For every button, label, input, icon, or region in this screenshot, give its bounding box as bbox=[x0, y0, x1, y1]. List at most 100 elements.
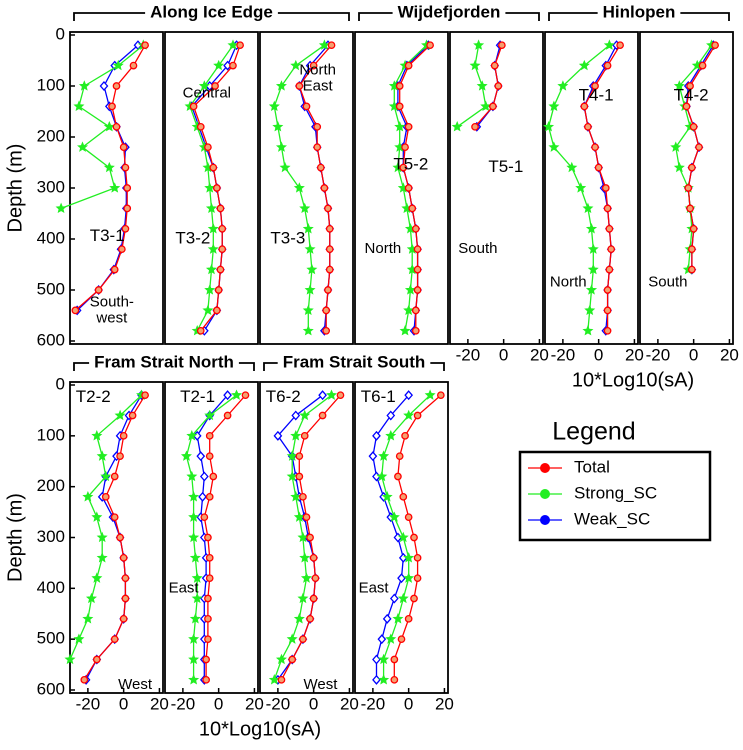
marker-total bbox=[324, 204, 332, 213]
marker-strong bbox=[394, 121, 406, 132]
panel-annotation: North bbox=[299, 62, 336, 79]
marker-strong bbox=[299, 202, 311, 214]
y-tick-label: 500 bbox=[37, 629, 65, 648]
x-tick-label: 20 bbox=[150, 694, 169, 713]
marker-strong bbox=[397, 531, 409, 543]
marker-strong bbox=[297, 592, 309, 604]
group-title: Wijdefjorden bbox=[398, 2, 501, 21]
marker-total bbox=[309, 553, 318, 562]
x-tick-label: -20 bbox=[76, 694, 101, 713]
legend-marker bbox=[540, 515, 550, 525]
marker-strong bbox=[91, 430, 103, 441]
y-tick-label: 100 bbox=[37, 425, 65, 444]
marker-total bbox=[411, 326, 420, 335]
x-tick-label: -20 bbox=[646, 345, 671, 364]
marker-total bbox=[471, 122, 479, 131]
legend-marker bbox=[540, 489, 550, 499]
marker-strong bbox=[378, 653, 390, 665]
panel-frame bbox=[354, 381, 449, 694]
x-tick-label: 20 bbox=[245, 694, 264, 713]
marker-strong bbox=[100, 470, 112, 482]
marker-total bbox=[118, 245, 126, 254]
marker-weak bbox=[372, 674, 381, 685]
marker-strong bbox=[268, 674, 280, 685]
panel-frame bbox=[639, 31, 734, 345]
marker-total bbox=[116, 452, 124, 461]
marker-strong bbox=[188, 674, 200, 685]
marker-strong bbox=[85, 592, 97, 604]
marker-total bbox=[110, 472, 119, 481]
group-title: Fram Strait South bbox=[283, 352, 426, 371]
panel-label: T6-1 bbox=[361, 387, 396, 406]
y-tick-label: 200 bbox=[37, 476, 65, 495]
marker-strong bbox=[91, 572, 103, 583]
marker-total bbox=[216, 204, 225, 213]
marker-strong bbox=[424, 389, 436, 400]
marker-weak bbox=[273, 430, 283, 441]
marker-total bbox=[410, 594, 418, 603]
marker-total bbox=[196, 122, 205, 131]
marker-strong bbox=[582, 325, 594, 336]
marker-strong bbox=[191, 572, 203, 583]
marker-strong bbox=[548, 100, 560, 112]
marker-total bbox=[123, 184, 132, 192]
marker-strong bbox=[96, 552, 108, 563]
marker-strong bbox=[103, 121, 115, 132]
panel-label: T3-2 bbox=[175, 228, 210, 247]
marker-total bbox=[616, 41, 624, 50]
marker-total bbox=[686, 82, 694, 90]
profile-line bbox=[60, 44, 144, 210]
marker-strong bbox=[55, 202, 67, 214]
marker-total bbox=[241, 391, 250, 400]
marker-total bbox=[299, 492, 307, 501]
marker-total bbox=[213, 306, 221, 315]
marker-strong bbox=[188, 633, 200, 644]
marker-strong bbox=[188, 511, 200, 522]
marker-strong bbox=[286, 470, 298, 482]
y-tick-label: 600 bbox=[37, 679, 65, 698]
panel-frame bbox=[544, 31, 639, 345]
marker-strong bbox=[575, 182, 587, 193]
marker-total bbox=[695, 143, 703, 152]
marker-strong bbox=[189, 552, 201, 563]
panel-annotation: West bbox=[118, 676, 153, 693]
marker-total bbox=[426, 41, 434, 50]
marker-total bbox=[603, 326, 612, 335]
marker-total bbox=[688, 265, 696, 274]
marker-total bbox=[401, 143, 409, 152]
marker-strong bbox=[103, 161, 115, 173]
marker-total bbox=[112, 82, 121, 90]
group-title: Fram Strait North bbox=[94, 352, 234, 371]
marker-total bbox=[211, 82, 219, 90]
marker-total bbox=[404, 513, 413, 522]
legend-box bbox=[518, 450, 712, 542]
marker-strong bbox=[578, 59, 590, 71]
marker-total bbox=[80, 675, 89, 684]
marker-total bbox=[390, 655, 399, 664]
marker-total bbox=[689, 122, 698, 131]
marker-strong bbox=[388, 511, 400, 522]
marker-strong bbox=[403, 552, 415, 563]
marker-total bbox=[394, 472, 402, 481]
marker-strong bbox=[293, 613, 305, 624]
marker-strong bbox=[403, 572, 415, 583]
marker-total bbox=[404, 122, 413, 131]
marker-total bbox=[413, 553, 422, 562]
x-tick-label: 20 bbox=[720, 345, 739, 364]
marker-total bbox=[410, 533, 418, 542]
marker-total bbox=[324, 286, 332, 294]
marker-total bbox=[689, 224, 698, 233]
marker-total bbox=[603, 306, 612, 315]
marker-total bbox=[229, 61, 237, 70]
group-title-bg bbox=[277, 352, 431, 372]
panel-frame bbox=[449, 31, 544, 345]
x-tick-label: -20 bbox=[551, 345, 576, 364]
marker-total bbox=[436, 391, 445, 400]
profile-line bbox=[69, 394, 142, 660]
marker-total bbox=[295, 472, 304, 481]
marker-strong bbox=[275, 80, 287, 91]
panel-label: T3-1 bbox=[90, 226, 125, 245]
marker-total bbox=[684, 184, 693, 192]
marker-total bbox=[116, 533, 124, 542]
marker-total bbox=[295, 82, 304, 90]
